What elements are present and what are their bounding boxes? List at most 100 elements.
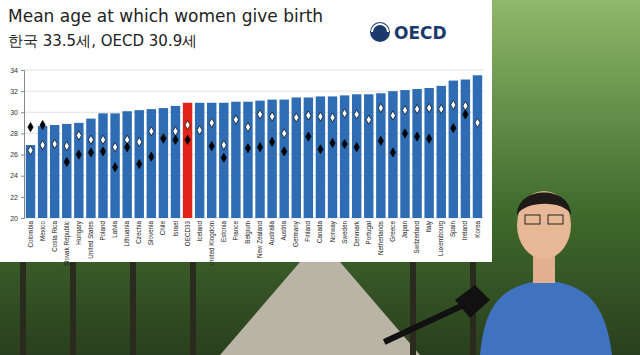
- x-tick: OECD33: [184, 221, 191, 247]
- marker: [354, 143, 359, 152]
- marker: [451, 100, 456, 109]
- x-tick-label: Canada: [316, 221, 323, 244]
- marker: [52, 139, 57, 148]
- marker: [233, 115, 238, 124]
- tree-trunk: [190, 262, 196, 355]
- bar: [255, 101, 264, 218]
- y-tick-mark: [21, 70, 24, 71]
- x-tick-label: Japan: [401, 221, 409, 239]
- marker: [294, 113, 299, 122]
- x-tick: Czechia: [135, 221, 142, 244]
- y-tick-label: 24: [10, 172, 18, 179]
- marker: [269, 137, 274, 146]
- bar: [26, 145, 35, 218]
- y-tick-mark: [21, 176, 24, 177]
- y-tick-label: 30: [10, 109, 18, 116]
- bar: [207, 103, 216, 218]
- marker: [366, 115, 371, 124]
- x-tick-label: Luxembourg: [437, 221, 445, 257]
- x-tick-label: Slovak Republic: [63, 221, 71, 266]
- marker: [197, 126, 202, 135]
- canvas: 2022242628303234ColombiaMexicoCosta Rica…: [0, 0, 640, 355]
- x-tick: Germany: [292, 220, 300, 247]
- y-tick-mark: [21, 112, 24, 113]
- x-tick-label: Lithuania: [123, 221, 130, 247]
- background: [0, 0, 640, 355]
- x-tick-label: Netherlands: [377, 221, 384, 255]
- grid: [24, 70, 484, 218]
- bar: [74, 123, 83, 218]
- x-tick: Colombia: [27, 221, 34, 248]
- bar: [364, 94, 373, 218]
- x-tick-label: Hungary: [75, 220, 83, 245]
- bar: [219, 103, 228, 218]
- tree-trunk: [70, 262, 76, 355]
- marker: [173, 127, 178, 136]
- marker: [414, 132, 419, 141]
- marker: [463, 101, 468, 110]
- x-tick-label: Greece: [389, 221, 396, 242]
- marker: [427, 103, 432, 112]
- x-axis: ColombiaMexicoCosta RicaSlovak RepublicH…: [27, 220, 481, 266]
- x-tick-label: Austria: [280, 221, 287, 241]
- hair: [517, 193, 571, 216]
- x-tick-label: Italy: [425, 220, 433, 232]
- x-tick-label: Denmark: [353, 220, 360, 246]
- marker: [390, 148, 395, 157]
- marker: [149, 127, 154, 136]
- marker: [221, 153, 226, 162]
- x-tick-label: Colombia: [27, 221, 34, 248]
- x-tick: Greece: [389, 221, 396, 242]
- x-tick-label: Norway: [329, 220, 337, 242]
- neck: [533, 255, 555, 283]
- x-tick: Netherlands: [377, 221, 384, 255]
- y-tick-mark: [21, 91, 24, 92]
- marker: [342, 139, 347, 148]
- y-tick: 24: [10, 172, 24, 179]
- marker: [306, 111, 311, 120]
- x-tick-label: Portugal: [365, 221, 373, 244]
- bar: [122, 111, 131, 218]
- x-tick: Latvia: [111, 221, 118, 238]
- y-axis-line: [21, 71, 25, 219]
- marker: [330, 113, 335, 122]
- bar: [147, 109, 156, 218]
- marker: [257, 143, 262, 152]
- marker: [161, 134, 166, 143]
- logo-mark: [372, 24, 388, 32]
- marker: [100, 147, 105, 156]
- bar: [38, 126, 47, 218]
- logo-mark: [370, 22, 390, 42]
- marker: [414, 105, 419, 114]
- x-tick: Japan: [401, 221, 409, 239]
- title: Mean age at which women give birth: [8, 6, 323, 26]
- marker: [245, 123, 250, 132]
- y-tick-mark: [21, 218, 24, 219]
- marker: [439, 105, 444, 114]
- marker: [269, 112, 274, 121]
- y-tick-label: 28: [10, 130, 18, 137]
- bar: [135, 110, 144, 218]
- bar: [352, 94, 361, 218]
- x-tick: Finland: [304, 221, 311, 242]
- glasses: [525, 215, 540, 224]
- marker: [64, 142, 69, 151]
- y-tick: 22: [10, 194, 24, 201]
- marker: [112, 143, 117, 152]
- y-tick-mark: [21, 155, 24, 156]
- marker: [88, 135, 93, 144]
- x-tick-label: Ireland: [461, 221, 468, 241]
- tree-trunk: [20, 262, 26, 355]
- bar: [183, 103, 192, 218]
- bar: [195, 103, 204, 218]
- x-tick: Portugal: [365, 221, 373, 244]
- bar: [98, 113, 107, 218]
- bar: [231, 102, 240, 218]
- x-tick: Italy: [425, 220, 433, 232]
- x-tick: United Kingdom: [208, 221, 216, 266]
- marker: [282, 129, 287, 138]
- x-tick: Norway: [329, 220, 337, 242]
- x-tick: Mexico: [39, 221, 46, 241]
- marker: [318, 145, 323, 154]
- x-tick: Australia: [268, 221, 275, 246]
